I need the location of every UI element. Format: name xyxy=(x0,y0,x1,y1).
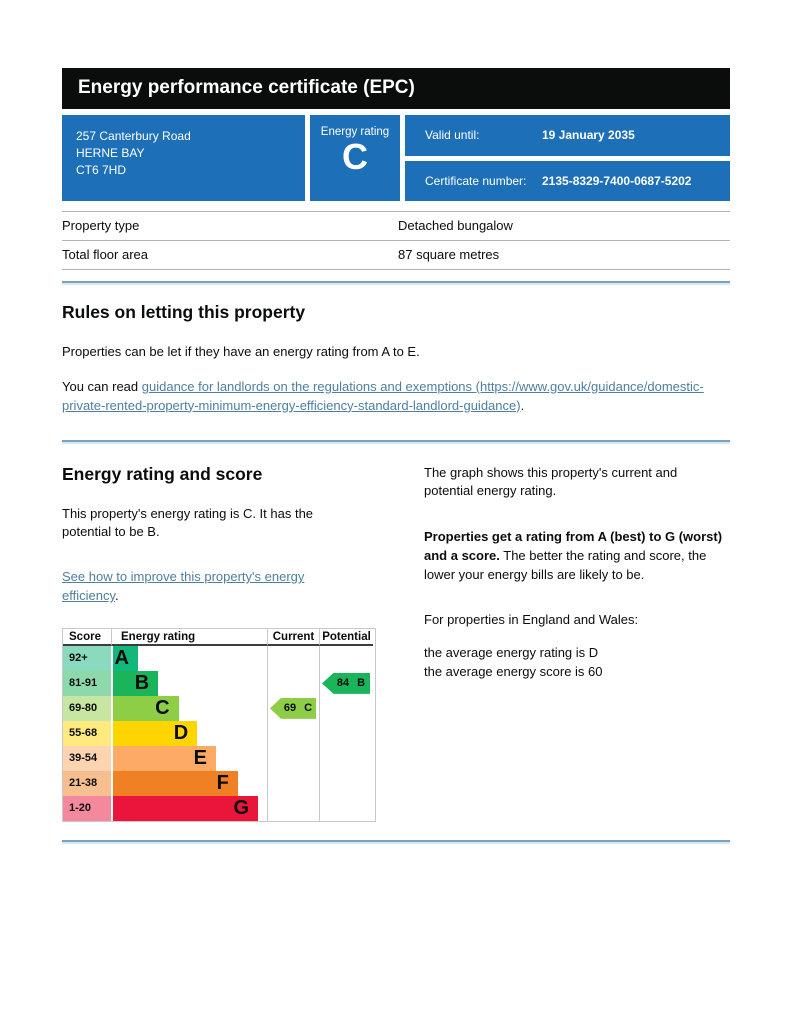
chart-score-range-B: 81-91 xyxy=(63,670,111,696)
address-line-3: CT6 7HD xyxy=(76,162,127,177)
chart-band-bar-G: G xyxy=(113,795,259,821)
average-rating-line: the average energy rating is D xyxy=(424,644,599,660)
chart-score-range-E: 39-54 xyxy=(63,745,111,771)
section-divider xyxy=(62,439,730,442)
property-address: 257 Canterbury Road HERNE BAY CT6 7HD xyxy=(62,115,305,201)
chart-potential-cell-B: 84 B xyxy=(319,670,373,696)
chart-band-bar-B: B xyxy=(113,670,159,696)
england-wales-paragraph: For properties in England and Wales: xyxy=(424,611,639,627)
valid-until-row: Valid until: 19 January 2035 xyxy=(405,115,730,156)
rating-section-left-column: Energy rating and score This property's … xyxy=(62,464,392,822)
chart-bar-cell-E: E xyxy=(111,745,267,771)
chart-score-range-D: 55-68 xyxy=(63,720,111,746)
chart-header-score: Score xyxy=(63,629,111,646)
chart-score-range-A: 92+ xyxy=(63,645,111,671)
table-row: Total floor area 87 square metres xyxy=(62,240,730,270)
property-facts-table: Property type Detached bungalow Total fl… xyxy=(62,211,730,270)
improve-link-suffix: . xyxy=(115,588,119,604)
energy-rating-value: C xyxy=(342,136,368,177)
chart-potential-cell-G xyxy=(319,795,373,821)
averages-block: the average energy rating is D the avera… xyxy=(424,643,730,682)
graph-description-paragraph: The graph shows this property's current … xyxy=(424,464,678,499)
table-row: Property type Detached bungalow xyxy=(62,211,730,240)
energy-rating-label: Energy rating xyxy=(320,126,390,138)
improve-efficiency-link[interactable]: See how to improve this property's energ… xyxy=(62,569,305,604)
epc-rating-chart: Score Energy rating Current Potential 92… xyxy=(62,627,376,822)
floor-area-value: 87 square metres xyxy=(398,247,500,262)
chart-score-range-F: 21-38 xyxy=(63,770,111,796)
section-divider xyxy=(62,839,730,842)
chart-band-bar-D: D xyxy=(113,720,198,746)
chart-current-cell-F xyxy=(267,770,319,796)
chart-bar-cell-C: C xyxy=(111,695,267,721)
section-divider xyxy=(62,281,730,283)
chart-bar-cell-B: B xyxy=(111,670,267,696)
chart-band-bar-E: E xyxy=(113,745,216,771)
improve-link-paragraph: See how to improve this property's energ… xyxy=(62,568,334,606)
certificate-summary: 257 Canterbury Road HERNE BAY CT6 7HD En… xyxy=(62,115,730,201)
chart-potential-cell-E xyxy=(319,745,373,771)
address-line-2: HERNE BAY xyxy=(76,145,145,160)
potential-rating-arrow: 84 B xyxy=(322,672,370,694)
chart-current-cell-C: 69 C xyxy=(267,695,319,721)
document-content: Energy performance certificate (EPC) 257… xyxy=(62,68,730,842)
energy-rating-section: Energy rating and score This property's … xyxy=(62,464,730,822)
chart-current-cell-E xyxy=(267,745,319,771)
valid-until-label: Valid until: xyxy=(425,128,480,143)
letting-rules-heading: Rules on letting this property xyxy=(62,302,306,322)
document-title-bar: Energy performance certificate (EPC) xyxy=(62,68,730,109)
chart-bar-cell-F: F xyxy=(111,770,267,796)
chart-score-range-G: 1-20 xyxy=(63,795,111,821)
chart-current-cell-G xyxy=(267,795,319,821)
guidance-text-prefix: You can read xyxy=(62,378,142,394)
certificate-details: Valid until: 19 January 2035 Certificate… xyxy=(405,115,730,201)
address-line-1: 257 Canterbury Road xyxy=(76,129,191,143)
rating-explanation-rest: The better the rating and score, the low… xyxy=(424,548,707,582)
rating-intro-paragraph: This property's energy rating is C. It h… xyxy=(62,505,314,540)
certificate-number-label: Certificate number: xyxy=(425,173,527,188)
landlord-guidance-link[interactable]: guidance for landlords on the regulation… xyxy=(62,378,704,413)
chart-header-energy-rating: Energy rating xyxy=(111,628,267,646)
chart-bar-cell-G: G xyxy=(111,795,267,821)
chart-bar-cell-A: A xyxy=(111,645,267,671)
chart-band-bar-F: F xyxy=(113,770,238,796)
chart-potential-cell-A xyxy=(319,645,373,671)
certificate-number-row: Certificate number: 2135-8329-7400-0687-… xyxy=(405,160,730,201)
rating-explanation-paragraph: Properties get a rating from A (best) to… xyxy=(424,528,730,585)
chart-band-bar-C: C xyxy=(113,695,179,721)
letting-rules-guidance-paragraph: You can read guidance for landlords on t… xyxy=(62,378,712,416)
chart-current-cell-B xyxy=(267,670,319,696)
guidance-text-suffix: . xyxy=(520,397,525,413)
average-score-line: the average energy score is 60 xyxy=(424,664,603,680)
rating-explanation-bold: Properties get a rating from A (best) to… xyxy=(424,529,723,564)
chart-bar-cell-D: D xyxy=(111,720,267,746)
energy-rating-box: Energy rating C xyxy=(310,115,400,201)
certificate-number-value: 2135-8329-7400-0687-5202 xyxy=(542,173,692,188)
current-rating-arrow: 69 C xyxy=(270,697,316,719)
chart-header-potential: Potential xyxy=(319,628,373,646)
chart-header-current: Current xyxy=(267,628,319,646)
letting-rules-paragraph: Properties can be let if they have an en… xyxy=(62,344,420,359)
chart-current-cell-D xyxy=(267,720,319,746)
chart-score-range-C: 69-80 xyxy=(63,695,111,721)
rating-section-heading: Energy rating and score xyxy=(62,463,263,484)
property-type-value: Detached bungalow xyxy=(398,218,513,233)
rating-section-right-column: The graph shows this property's current … xyxy=(424,464,730,822)
floor-area-label: Total floor area xyxy=(62,247,148,262)
page-title: Energy performance certificate (EPC) xyxy=(78,77,415,98)
chart-current-cell-A xyxy=(267,645,319,671)
chart-potential-cell-F xyxy=(319,770,373,796)
valid-until-value: 19 January 2035 xyxy=(542,128,635,143)
chart-potential-cell-D xyxy=(319,720,373,746)
chart-potential-cell-C xyxy=(319,695,373,721)
chart-band-bar-A: A xyxy=(113,645,138,671)
property-type-label: Property type xyxy=(62,218,140,233)
